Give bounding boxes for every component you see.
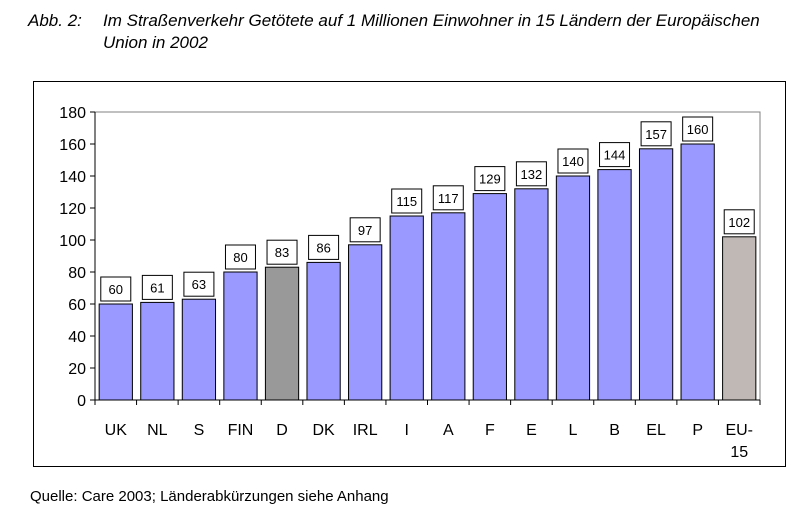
data-label-box — [100, 276, 132, 302]
data-label-box — [515, 161, 547, 187]
data-label: 115 — [396, 194, 417, 209]
y-tick-label: 100 — [59, 233, 86, 250]
x-tick-label: NL — [147, 422, 168, 439]
x-tick-label: A — [443, 422, 454, 439]
y-tick-label: 60 — [68, 297, 86, 314]
y-tick-label: 160 — [59, 137, 86, 154]
data-label-box — [224, 244, 256, 270]
x-tick-label: B — [609, 422, 620, 439]
bar-p — [680, 143, 715, 401]
data-label-box — [723, 209, 755, 235]
source-note: Quelle: Care 2003; Länderabkürzungen sie… — [30, 488, 389, 505]
data-label-box — [266, 239, 298, 265]
x-tick-label: UK — [105, 422, 128, 439]
x-tick-label: I — [404, 422, 408, 439]
bar-el — [638, 148, 674, 401]
data-label-box — [599, 142, 631, 168]
x-tick-label: EU-15 — [725, 422, 753, 461]
y-tick-label: 80 — [68, 265, 86, 282]
x-tick-label: DK — [312, 422, 335, 439]
bar-i — [389, 215, 424, 401]
data-label-box — [432, 185, 464, 211]
x-tick-label: L — [569, 422, 578, 439]
x-tick-label: E — [526, 422, 537, 439]
data-label: 60 — [109, 282, 123, 297]
data-label: 80 — [233, 250, 247, 265]
bar-d — [264, 266, 300, 401]
data-label: 144 — [604, 148, 626, 163]
y-tick-label: 0 — [77, 393, 86, 410]
data-label: 61 — [150, 280, 164, 295]
figure-title: Im Straßenverkehr Getötete auf 1 Million… — [103, 11, 760, 52]
y-tick-label: 120 — [59, 201, 86, 218]
bar-s — [181, 298, 217, 401]
data-label-box — [557, 148, 589, 174]
data-label-box — [682, 116, 714, 142]
bar-a — [431, 212, 466, 401]
data-label-box — [141, 274, 173, 300]
data-label: 129 — [479, 172, 501, 187]
data-label: 117 — [438, 191, 459, 206]
data-label-box — [308, 234, 340, 260]
data-label-box — [183, 271, 215, 297]
data-label-box — [391, 188, 423, 214]
bar-l — [555, 175, 591, 401]
bar-b — [597, 169, 632, 401]
data-label: 63 — [192, 277, 206, 292]
data-label: 97 — [358, 223, 372, 238]
x-tick-label: EL — [646, 422, 666, 439]
y-tick-label: 180 — [59, 105, 86, 122]
data-label-box — [474, 166, 506, 192]
data-label: 160 — [687, 122, 709, 137]
data-label: 86 — [316, 240, 330, 255]
bar-eu-15 — [722, 236, 757, 401]
data-label: 157 — [645, 127, 667, 142]
y-tick-label: 20 — [68, 361, 86, 378]
bar-dk — [306, 261, 341, 401]
x-tick-label: D — [276, 422, 288, 439]
data-label: 140 — [562, 154, 584, 169]
bar-irl — [348, 244, 383, 401]
bar-nl — [140, 301, 175, 401]
x-tick-label: P — [692, 422, 703, 439]
bar-uk — [98, 303, 133, 401]
x-tick-label: S — [194, 422, 205, 439]
figure-label: Abb. 2: — [28, 11, 82, 30]
data-label-box — [640, 121, 672, 147]
x-tick-label: FIN — [228, 422, 254, 439]
x-tick-label: IRL — [353, 422, 378, 439]
data-label: 102 — [728, 215, 750, 230]
y-tick-label: 140 — [59, 169, 86, 186]
data-label: 132 — [521, 167, 543, 182]
data-label: 83 — [275, 245, 289, 260]
y-tick-label: 40 — [68, 329, 86, 346]
bar-f — [472, 193, 507, 401]
bar-e — [514, 188, 549, 401]
bar-fin — [223, 271, 258, 401]
data-label-box — [349, 217, 381, 243]
x-tick-label: F — [485, 422, 495, 439]
